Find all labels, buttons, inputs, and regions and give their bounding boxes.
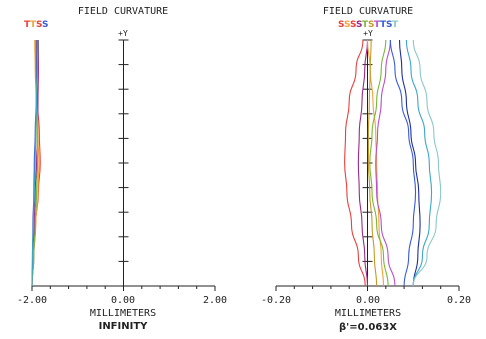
right-legend-label: S [344,20,350,30]
left-legend-label: S [42,20,48,30]
right-sublabel: β'=0.063X [339,322,397,333]
right-series-10-line [367,39,378,287]
left-series-5-line [31,40,39,287]
left-x-tick-label-min: -2.00 [17,295,47,306]
left-x-axis-label: MILLIMETERS [90,308,156,319]
left-chart-title: FIELD CURVATURE [78,6,168,17]
right-legend-label: S [350,20,356,30]
right-legend-label: T [392,20,399,30]
right-series-4-line [369,39,389,287]
left-sublabel: INFINITY [99,321,149,332]
left-legend-label: T [24,20,31,30]
right-x-axis-label: MILLIMETERS [335,308,401,319]
right-legend-label: T [362,20,369,30]
right-legend-label: S [338,20,344,30]
right-series-1-line [344,39,366,287]
right-x-tick-label-zero: 0.00 [356,295,380,306]
right-legend-label: T [374,20,381,30]
right-legend-label: S [368,20,374,30]
right-series-6-line [389,39,417,287]
left-series-6-line [31,39,39,287]
right-legend-label: S [356,20,362,30]
right-series-8-line [405,39,433,287]
right-chart-title: FIELD CURVATURE [323,6,413,17]
right-legend-label: T [380,20,387,30]
left-legend-label: T [30,20,37,30]
right-x-tick-label-min: -0.20 [261,295,291,306]
right-series-3-line [366,39,385,287]
left-axis-marker: +Y [118,29,128,38]
right-x-tick-label-max: 0.20 [447,295,471,306]
right-series-9-line [412,39,442,287]
left-x-tick-label-zero: 0.00 [111,295,135,306]
right-series-7-line [398,39,421,287]
right-axis-marker: +Y [363,29,373,38]
right-series-5-line [375,39,396,287]
left-legend-label: S [36,20,42,30]
right-series-2-line [357,39,369,287]
left-x-tick-label-max: 2.00 [203,295,227,306]
right-legend-label: S [386,20,392,30]
